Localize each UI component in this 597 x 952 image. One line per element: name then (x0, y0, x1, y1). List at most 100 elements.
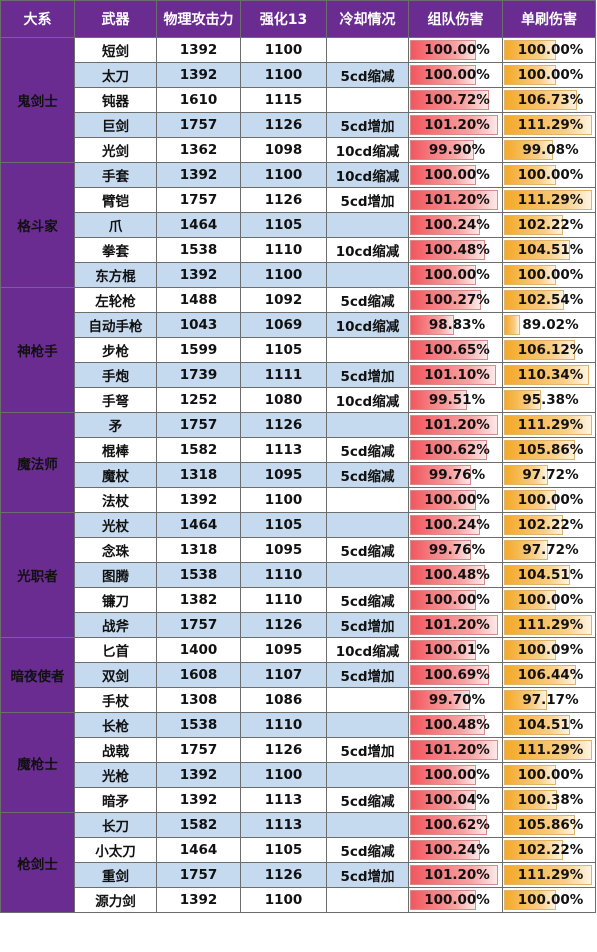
table-row: 光职者 光杖 1464 1105 100.24% 102.22% (0, 512, 596, 638)
solo-damage-value: 95.38% (522, 392, 579, 408)
weapon-cell: 小太刀 (74, 837, 157, 863)
atk-cell: 1464 (156, 512, 241, 538)
solo-damage-bar (504, 465, 548, 485)
solo-damage-value: 104.51% (517, 717, 584, 733)
atk-cell: 1392 (156, 887, 241, 913)
team-damage-cell: 100.27% (408, 287, 503, 313)
team-damage-cell: 101.20% (408, 612, 503, 638)
table-row: 光剑 1362 1098 10cd缩减 99.90% 99.08% (1, 137, 596, 163)
cd-cell: 10cd缩减 (326, 637, 409, 663)
team-damage-bar (410, 790, 476, 810)
solo-damage-value: 100.09% (517, 642, 584, 658)
solo-damage-cell: 102.22% (502, 512, 596, 538)
team-damage-value: 101.20% (424, 617, 490, 633)
table-row: 手弩 1252 1080 10cd缩减 99.51% 95.38% (1, 387, 596, 413)
team-damage-bar (410, 865, 498, 885)
solo-damage-bar (504, 440, 575, 460)
weapon-cell: 步枪 (74, 337, 157, 363)
header-physical-attack: 物理攻击力 (156, 0, 241, 38)
cd-cell (326, 412, 409, 438)
cd-cell (326, 37, 409, 63)
team-damage-bar (410, 615, 498, 635)
cd-cell: 5cd增加 (326, 612, 409, 638)
weapon-cell: 魔杖 (74, 462, 157, 488)
team-damage-value: 99.76% (428, 467, 486, 483)
weapon-cell: 太刀 (74, 62, 157, 88)
cd-cell: 5cd增加 (326, 862, 409, 888)
solo-damage-value: 105.86% (517, 442, 584, 458)
solo-damage-cell: 100.00% (502, 37, 596, 63)
table-row: 重剑 1757 1126 5cd增加 101.20% 111.29% (1, 862, 596, 888)
plus13-cell: 1105 (240, 512, 327, 538)
team-damage-cell: 100.00% (408, 162, 503, 188)
solo-damage-bar (504, 740, 592, 760)
cd-cell: 5cd缩减 (326, 62, 409, 88)
solo-damage-value: 106.44% (517, 667, 584, 683)
atk-cell: 1392 (156, 37, 241, 63)
table-row: 自动手枪 1043 1069 10cd缩减 98.83% 89.02% (1, 312, 596, 338)
solo-damage-bar (504, 40, 556, 60)
team-damage-cell: 101.20% (408, 187, 503, 213)
team-damage-bar (410, 765, 476, 785)
cd-cell (326, 562, 409, 588)
solo-damage-value: 104.51% (517, 567, 584, 583)
solo-damage-cell: 100.00% (502, 487, 596, 513)
cd-cell (326, 762, 409, 788)
solo-damage-value: 97.17% (522, 692, 579, 708)
class-name-cell: 暗夜使者 (0, 637, 75, 713)
class-name-cell: 鬼剑士 (0, 37, 75, 163)
atk-cell: 1043 (156, 312, 241, 338)
solo-damage-value: 100.00% (517, 892, 584, 908)
plus13-cell: 1095 (240, 637, 327, 663)
solo-damage-bar (504, 865, 592, 885)
plus13-cell: 1126 (240, 737, 327, 763)
team-damage-bar (410, 340, 488, 360)
atk-cell: 1392 (156, 487, 241, 513)
solo-damage-value: 111.29% (517, 192, 584, 208)
solo-damage-cell: 105.86% (502, 437, 596, 463)
plus13-cell: 1113 (240, 437, 327, 463)
solo-damage-bar (504, 790, 557, 810)
weapon-cell: 战斧 (74, 612, 157, 638)
table-row: 源力剑 1392 1100 100.00% 100.00% (1, 887, 596, 913)
table-row: 魔杖 1318 1095 5cd缩减 99.76% 97.72% (1, 462, 596, 488)
team-damage-bar (410, 490, 476, 510)
atk-cell: 1739 (156, 362, 241, 388)
solo-damage-cell: 110.34% (502, 362, 596, 388)
team-damage-value: 100.24% (424, 842, 490, 858)
cd-cell (326, 337, 409, 363)
cd-cell (326, 212, 409, 238)
weapon-cell: 钝器 (74, 87, 157, 113)
table-row: 镰刀 1382 1110 5cd缩减 100.00% 100.00% (1, 587, 596, 613)
plus13-cell: 1107 (240, 662, 327, 688)
team-damage-bar (410, 265, 476, 285)
header-weapon: 武器 (74, 0, 157, 38)
team-damage-cell: 101.20% (408, 737, 503, 763)
team-damage-value: 100.00% (424, 492, 490, 508)
team-damage-bar (410, 740, 498, 760)
solo-damage-value: 100.00% (517, 492, 584, 508)
team-damage-bar (410, 190, 498, 210)
team-damage-bar (410, 140, 474, 160)
solo-damage-value: 102.22% (517, 217, 584, 233)
team-damage-bar (410, 390, 467, 410)
solo-damage-cell: 97.72% (502, 537, 596, 563)
solo-damage-cell: 111.29% (502, 737, 596, 763)
team-damage-value: 101.20% (424, 417, 490, 433)
weapon-cell: 源力剑 (74, 887, 157, 913)
solo-damage-value: 111.29% (517, 742, 584, 758)
solo-damage-cell: 100.38% (502, 787, 596, 813)
table-row: 法杖 1392 1100 100.00% 100.00% (1, 487, 596, 513)
team-damage-value: 100.48% (424, 717, 490, 733)
team-damage-bar (410, 315, 454, 335)
atk-cell: 1757 (156, 187, 241, 213)
atk-cell: 1757 (156, 412, 241, 438)
solo-damage-cell: 100.00% (502, 262, 596, 288)
solo-damage-bar (504, 615, 592, 635)
solo-damage-cell: 97.17% (502, 687, 596, 713)
table-row: 神枪手 左轮枪 1488 1092 5cd缩减 100.27% 102.54% (0, 287, 596, 413)
team-damage-value: 100.24% (424, 217, 490, 233)
plus13-cell: 1126 (240, 412, 327, 438)
solo-damage-cell: 106.12% (502, 337, 596, 363)
cd-cell (326, 812, 409, 838)
